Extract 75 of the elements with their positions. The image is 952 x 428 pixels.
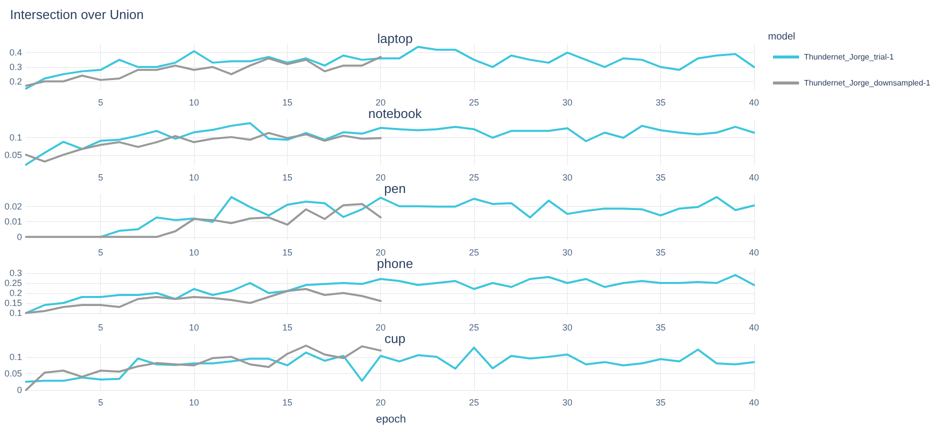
x-tick-label: 5 [98, 248, 104, 258]
line-series [25, 132, 382, 163]
x-tick-label: 35 [656, 322, 666, 332]
x-tick-label: 25 [468, 172, 480, 182]
x-tick-label: 25 [468, 248, 480, 258]
x-tick-label: 15 [282, 322, 292, 332]
line-series [100, 196, 755, 238]
chart-title: cup [384, 331, 406, 346]
x-tick-label: 30 [562, 248, 572, 258]
legend-label: Thundernet_Jorge_downsampled-1 [804, 78, 931, 88]
x-tick-label: 35 [656, 398, 666, 408]
x-tick-label: 40 [748, 248, 760, 258]
x-tick-label: 20 [376, 248, 386, 258]
x-tick-label: 15 [282, 248, 292, 258]
y-tick-label: 0 [16, 385, 22, 395]
x-axis-title: epoch [376, 414, 406, 426]
x-tick-label: 10 [188, 98, 200, 108]
y-tick-label: 0 [16, 232, 22, 242]
line-series [25, 288, 382, 314]
x-tick-label: 20 [376, 398, 386, 408]
y-tick-label: 0.1 [9, 132, 22, 143]
x-tick-label: 20 [376, 172, 386, 182]
y-tick-label: 0.2 [9, 288, 22, 298]
x-tick-label: 40 [748, 398, 760, 408]
x-tick-label: 15 [282, 172, 292, 182]
x-tick-label: 10 [188, 248, 200, 258]
legend-title: model [768, 32, 796, 42]
x-tick-label: 10 [188, 322, 200, 332]
x-tick-label: 40 [748, 172, 760, 182]
chart-title: phone [376, 256, 414, 271]
y-tick-label: 0.1 [9, 308, 22, 318]
x-tick-label: 5 [98, 172, 104, 182]
y-tick-label: 0.01 [4, 216, 22, 227]
chart-title: laptop [377, 31, 413, 46]
x-tick-label: 40 [748, 98, 760, 108]
x-tick-label: 25 [468, 98, 480, 108]
y-tick-label: 0.25 [4, 278, 22, 288]
x-tick-label: 30 [562, 172, 572, 182]
x-tick-label: 30 [562, 98, 572, 108]
y-tick-label: 0.4 [9, 48, 22, 58]
line-series [25, 122, 755, 166]
x-tick-label: 5 [98, 322, 104, 332]
y-tick-label: 0.15 [4, 298, 22, 308]
x-tick-label: 35 [656, 98, 666, 108]
x-tick-label: 15 [282, 398, 292, 408]
x-tick-label: 30 [562, 322, 572, 332]
y-tick-label: 0.1 [9, 352, 22, 362]
y-tick-label: 0.05 [4, 150, 22, 160]
x-tick-label: 10 [188, 172, 200, 182]
y-tick-label: 0.2 [9, 76, 22, 86]
x-tick-label: 20 [376, 98, 386, 108]
x-tick-label: 35 [656, 248, 666, 258]
x-tick-label: 25 [468, 322, 480, 332]
x-tick-label: 40 [748, 322, 760, 332]
line-series [25, 344, 382, 391]
x-tick-label: 10 [188, 398, 200, 408]
x-tick-label: 25 [468, 398, 480, 408]
chart-title: pen [384, 181, 406, 196]
x-tick-label: 15 [282, 98, 292, 108]
line-series [25, 56, 382, 87]
line-series [25, 346, 755, 383]
chart-title: notebook [368, 106, 422, 121]
text: Intersection over Union [10, 7, 144, 22]
y-tick-label: 0.02 [4, 201, 22, 212]
x-tick-label: 5 [98, 398, 104, 408]
x-tick-label: 30 [562, 398, 572, 408]
y-tick-label: 0.3 [9, 62, 22, 72]
x-tick-label: 20 [376, 322, 386, 332]
line-series [25, 202, 382, 238]
x-tick-label: 35 [656, 172, 666, 182]
legend-label: Thundernet_Jorge_trial-1 [804, 52, 894, 62]
x-tick-label: 5 [98, 98, 104, 108]
y-tick-label: 0.05 [4, 368, 22, 379]
y-tick-label: 0.3 [9, 268, 22, 278]
line-series [25, 46, 755, 90]
